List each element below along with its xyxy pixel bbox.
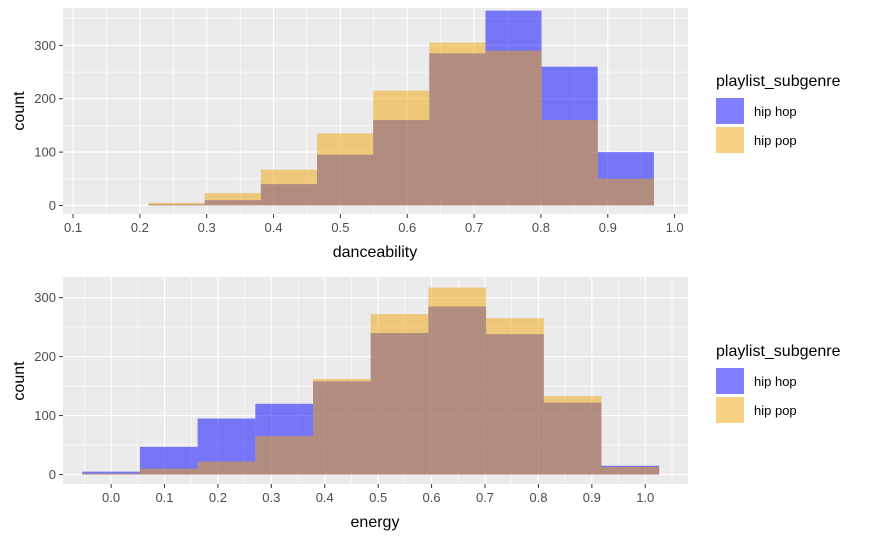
bar-hip-pop <box>601 466 660 475</box>
bar-hip-pop <box>541 120 598 206</box>
legend-label-hip-pop: hip pop <box>754 403 797 418</box>
histogram-bars <box>82 287 660 475</box>
legend-key-hip-pop <box>716 397 744 423</box>
x-tick-label: 0.6 <box>398 220 416 235</box>
chart-danceability: 0 100 200 300 0.1 0.2 0.3 0.4 0.5 0.6 0.7 0.8 0.9 1.… <box>11 8 841 261</box>
x-tick-label: 0.8 <box>529 490 547 505</box>
legend-key-hip-hop <box>716 368 744 394</box>
legend-title: playlist_subgenre <box>716 343 841 360</box>
y-tick-label: 0 <box>49 198 56 213</box>
bar-hip-pop <box>204 193 261 206</box>
bar-hip-pop <box>313 379 371 475</box>
x-axis-title: energy <box>351 514 400 531</box>
y-axis-title: count <box>11 361 28 401</box>
x-tick-label: 0.7 <box>476 490 494 505</box>
x-tick-label: 0.1 <box>155 490 173 505</box>
legend-label-hip-hop: hip hop <box>754 374 797 389</box>
y-tick-label: 200 <box>34 349 56 364</box>
x-tick-label: 0.9 <box>583 490 601 505</box>
x-tick-label: 0.4 <box>316 490 334 505</box>
legend-key-hip-hop <box>716 98 744 124</box>
x-tick-label: 0.5 <box>331 220 349 235</box>
bar-hip-hop <box>82 471 140 475</box>
y-tick-label: 300 <box>34 290 56 305</box>
legend-label-hip-hop: hip hop <box>754 104 797 119</box>
bar-hip-pop <box>373 90 430 206</box>
y-tick-label: 0 <box>49 467 56 482</box>
y-tick-labels: 0 100 200 300 <box>34 290 63 482</box>
x-tick-label: 0.9 <box>599 220 617 235</box>
bar-hip-pop <box>543 396 602 475</box>
bar-hip-pop <box>255 436 313 475</box>
x-tick-label: 0.7 <box>465 220 483 235</box>
bar-hip-pop <box>317 133 374 206</box>
histogram-bars <box>148 10 654 206</box>
bar-hip-pop <box>197 461 256 475</box>
x-tick-labels: 0.0 0.1 0.2 0.3 0.4 0.5 0.6 0.7 0.8 0.9 1.0 <box>102 484 654 505</box>
x-tick-label: 0.2 <box>131 220 149 235</box>
y-tick-labels: 0 100 200 300 <box>34 38 63 213</box>
legend-title: playlist_subgenre <box>716 73 841 90</box>
x-tick-label: 0.3 <box>198 220 216 235</box>
legend: playlist_subgenre hip hop hip pop <box>716 343 841 423</box>
bar-hip-pop <box>148 202 205 206</box>
y-tick-label: 100 <box>34 408 56 423</box>
bar-hip-pop <box>429 42 486 206</box>
x-tick-label: 0.4 <box>265 220 283 235</box>
legend: playlist_subgenre hip hop hip pop <box>716 73 841 153</box>
x-tick-label: 0.2 <box>209 490 227 505</box>
legend-key-hip-pop <box>716 127 744 153</box>
bar-hip-pop <box>486 318 544 475</box>
y-axis-title: count <box>11 91 28 131</box>
y-tick-label: 200 <box>34 91 56 106</box>
x-tick-label: 0.5 <box>369 490 387 505</box>
legend-label-hip-pop: hip pop <box>754 133 797 148</box>
bar-hip-pop <box>485 50 542 206</box>
x-tick-labels: 0.1 0.2 0.3 0.4 0.5 0.6 0.7 0.8 0.9 1.0 <box>64 214 684 235</box>
bar-hip-pop <box>260 169 318 206</box>
bar-hip-pop <box>139 468 198 475</box>
x-tick-label: 1.0 <box>666 220 684 235</box>
bar-hip-pop <box>597 178 654 206</box>
x-tick-label: 0.6 <box>423 490 441 505</box>
bar-hip-pop <box>370 314 429 475</box>
x-tick-label: 0.3 <box>262 490 280 505</box>
x-axis-title: danceability <box>333 244 418 261</box>
bar-hip-pop <box>428 287 487 475</box>
y-tick-label: 100 <box>34 145 56 160</box>
y-tick-label: 300 <box>34 38 56 53</box>
bar-hip-pop <box>82 473 140 475</box>
x-tick-label: 0.8 <box>532 220 550 235</box>
x-tick-label: 0.0 <box>102 490 120 505</box>
x-tick-label: 1.0 <box>636 490 654 505</box>
x-tick-label: 0.1 <box>64 220 82 235</box>
